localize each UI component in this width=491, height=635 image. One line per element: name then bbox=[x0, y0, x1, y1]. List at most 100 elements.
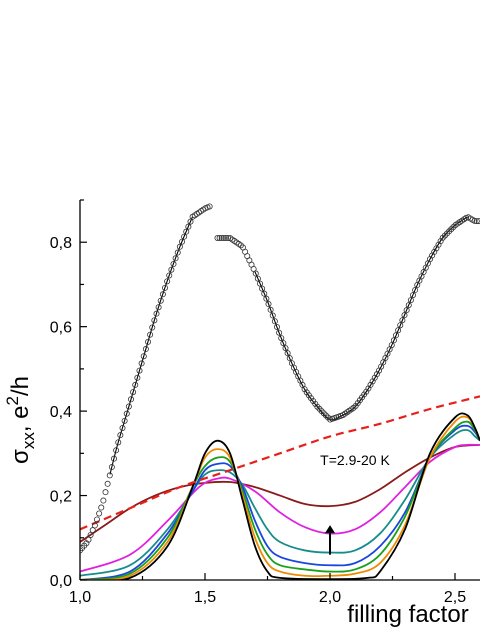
dashed-series-line bbox=[80, 395, 480, 531]
data-point bbox=[138, 360, 145, 367]
data-point bbox=[170, 261, 177, 268]
data-point bbox=[172, 255, 179, 262]
data-point bbox=[237, 242, 244, 249]
fit-line-segment-1 bbox=[109, 216, 194, 475]
data-point bbox=[441, 232, 448, 239]
data-point bbox=[225, 234, 232, 241]
data-point bbox=[166, 272, 173, 279]
data-point bbox=[448, 226, 455, 233]
data-point bbox=[108, 464, 115, 471]
data-point bbox=[388, 342, 395, 349]
data-point bbox=[178, 238, 185, 245]
data-point bbox=[405, 302, 412, 309]
x-tick-label: 1,0 bbox=[69, 589, 91, 606]
data-point bbox=[187, 218, 194, 225]
arrow-head bbox=[325, 525, 335, 534]
data-point bbox=[140, 353, 147, 360]
data-point bbox=[144, 338, 151, 345]
y-tick-label: 0,4 bbox=[50, 404, 72, 421]
data-point bbox=[280, 340, 287, 347]
y-tick-label: 0,8 bbox=[50, 235, 72, 252]
data-point bbox=[282, 345, 289, 352]
y-axis-label-symbol: σ bbox=[7, 449, 34, 464]
data-point bbox=[265, 301, 272, 308]
y-tick-label: 0,0 bbox=[50, 573, 72, 590]
data-point bbox=[155, 304, 162, 311]
data-point bbox=[130, 389, 137, 396]
x-tick-label: 1,5 bbox=[194, 589, 216, 606]
data-point bbox=[119, 424, 126, 431]
y-tick-label: 0,2 bbox=[50, 489, 72, 506]
data-point bbox=[392, 332, 399, 339]
data-point bbox=[89, 527, 96, 534]
x-tick-label: 2,0 bbox=[319, 589, 341, 606]
data-point bbox=[261, 290, 268, 297]
data-point bbox=[96, 510, 103, 517]
data-point bbox=[403, 307, 410, 314]
data-point bbox=[176, 243, 183, 250]
data-point bbox=[125, 403, 132, 410]
data-point bbox=[471, 217, 478, 224]
y-tick-label: 0,6 bbox=[50, 320, 72, 337]
data-point bbox=[127, 396, 134, 403]
data-point bbox=[123, 410, 130, 417]
data-point bbox=[168, 266, 175, 273]
data-point bbox=[263, 295, 270, 302]
data-point bbox=[115, 439, 122, 446]
data-point bbox=[259, 285, 266, 292]
y-axis-label-unit: /h bbox=[7, 376, 34, 396]
data-point bbox=[134, 374, 141, 381]
data-point bbox=[220, 234, 227, 241]
data-point bbox=[222, 234, 229, 241]
data-point bbox=[409, 292, 416, 299]
data-point bbox=[214, 234, 221, 241]
series-line-series-t2 bbox=[80, 415, 480, 580]
temperature-annotation: T=2.9-20 K bbox=[320, 452, 390, 468]
data-point bbox=[407, 297, 414, 304]
data-point bbox=[276, 329, 283, 336]
data-point bbox=[181, 233, 188, 240]
data-point bbox=[100, 497, 107, 504]
data-point bbox=[401, 312, 408, 319]
data-point bbox=[254, 275, 261, 282]
data-point bbox=[98, 504, 105, 511]
y-axis-label-superscript: 2 bbox=[3, 396, 22, 405]
data-point bbox=[318, 408, 325, 415]
data-point bbox=[269, 312, 276, 319]
data-point bbox=[363, 388, 370, 395]
data-point bbox=[475, 218, 480, 225]
y-axis-label-comma: , e bbox=[7, 405, 34, 432]
data-point bbox=[252, 270, 259, 277]
data-point bbox=[149, 324, 156, 331]
data-point bbox=[301, 386, 308, 393]
data-point bbox=[174, 249, 181, 256]
data-point bbox=[324, 414, 331, 421]
data-point bbox=[153, 310, 160, 317]
data-point bbox=[399, 317, 406, 324]
curves-group bbox=[80, 203, 480, 580]
data-point bbox=[350, 404, 357, 411]
data-point bbox=[111, 455, 118, 462]
data-point bbox=[216, 234, 223, 241]
data-point bbox=[159, 291, 166, 298]
data-point bbox=[473, 218, 480, 225]
plot-area bbox=[80, 203, 480, 580]
series-line-series-t4 bbox=[80, 424, 480, 580]
data-point bbox=[91, 522, 98, 529]
data-points-segment-1 bbox=[80, 203, 213, 554]
data-point bbox=[183, 228, 190, 235]
x-tick-label: 2,5 bbox=[444, 589, 466, 606]
data-point bbox=[446, 228, 453, 235]
data-point bbox=[164, 278, 171, 285]
data-point bbox=[87, 531, 94, 538]
data-point bbox=[218, 234, 225, 241]
data-point bbox=[316, 405, 323, 412]
data-point bbox=[256, 280, 263, 287]
data-point bbox=[450, 223, 457, 230]
data-point bbox=[439, 234, 446, 241]
arrow-annotation bbox=[325, 525, 335, 555]
data-point bbox=[322, 412, 329, 419]
data-point bbox=[320, 410, 327, 417]
series-line-series-t6 bbox=[80, 443, 480, 573]
